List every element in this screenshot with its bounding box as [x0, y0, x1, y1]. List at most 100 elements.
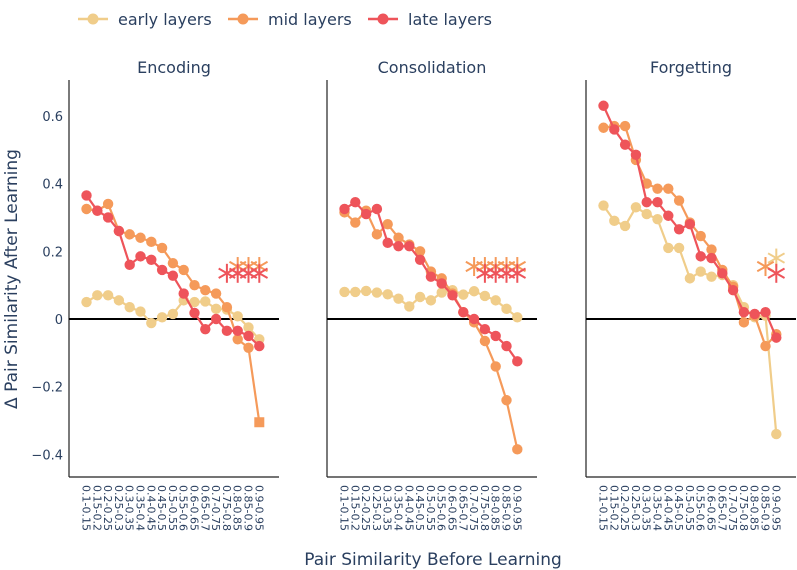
data-point — [360, 208, 372, 220]
data-point — [350, 217, 361, 228]
data-point — [360, 285, 372, 297]
x-tick-label: 0.15-0.2 — [90, 485, 103, 531]
x-tick-label: 0.55-0.6 — [694, 485, 707, 531]
data-point — [350, 197, 361, 208]
data-point — [738, 317, 750, 328]
data-point — [92, 205, 103, 216]
x-tick-label: 0.75-0.8 — [478, 485, 491, 531]
series-mid-layers — [339, 205, 523, 455]
x-tick-label: 0.75-0.8 — [737, 485, 750, 531]
data-point — [124, 229, 135, 240]
data-point — [436, 278, 447, 289]
data-point — [124, 301, 135, 313]
data-point — [727, 285, 739, 296]
data-point — [468, 313, 480, 325]
x-tick-label: 0.6-0.65 — [446, 485, 459, 531]
x-tick-label: 0.6-0.65 — [188, 485, 201, 531]
data-point — [479, 335, 491, 347]
data-point — [232, 334, 243, 345]
series-early-layers — [339, 285, 523, 323]
data-point — [490, 295, 501, 306]
panels: Encoding0.1-0.150.15-0.20.2-0.250.25-0.3… — [68, 58, 796, 531]
data-point — [382, 237, 393, 249]
x-tick-label: 0.35-0.4 — [651, 485, 664, 531]
data-point — [771, 428, 782, 440]
significance-marker — [218, 263, 236, 283]
data-point — [447, 290, 458, 301]
data-point — [156, 242, 168, 254]
data-point — [501, 340, 512, 352]
data-point — [598, 100, 609, 111]
data-point — [673, 195, 685, 206]
legend-item-early-layers: early layers — [78, 10, 212, 29]
y-axis-title: Δ Pair Similarity After Learning — [2, 149, 22, 409]
legend-marker — [377, 13, 389, 25]
panel-forgetting: Forgetting 0.1-0.150.15-0.20.2-0.250.25-0… — [585, 58, 796, 531]
data-point — [458, 289, 469, 300]
data-point — [393, 293, 404, 304]
data-point — [673, 224, 685, 235]
data-point — [200, 296, 211, 307]
y-tick-label: −0.4 — [31, 448, 63, 463]
data-point — [641, 197, 652, 208]
data-point — [210, 288, 222, 299]
data-point — [189, 296, 200, 308]
legend-item-mid-layers: mid layers — [228, 10, 352, 29]
y-axis: 0.6 0.4 0.2 0 −0.2 −0.4 — [31, 110, 63, 463]
data-point — [210, 313, 222, 325]
data-point — [81, 203, 92, 215]
significance-marker — [228, 263, 247, 283]
data-point — [382, 219, 393, 230]
data-point — [210, 303, 222, 315]
x-tick-label: 0.8-0.85 — [748, 485, 761, 531]
legend-item-late-layers: late layers — [368, 10, 492, 29]
legend-marker — [237, 13, 249, 25]
y-tick-label: 0 — [55, 313, 63, 328]
x-tick-label: 0.45-0.5 — [155, 485, 168, 531]
data-point — [167, 308, 179, 320]
significance-marker — [476, 263, 494, 283]
series-late-layers — [81, 190, 265, 352]
x-tick-label: 0.45-0.5 — [413, 485, 426, 531]
y-tick-label: −0.2 — [31, 381, 63, 396]
data-point — [663, 242, 674, 254]
data-point — [695, 251, 706, 262]
data-point — [102, 198, 114, 210]
x-tick-label: 0.2-0.25 — [101, 485, 114, 531]
data-point — [200, 323, 211, 335]
data-point — [512, 356, 523, 367]
data-point — [167, 257, 179, 269]
x-tick-label: 0.45-0.5 — [672, 485, 685, 531]
data-point — [404, 301, 415, 312]
data-point — [81, 190, 92, 201]
data-point — [393, 232, 404, 243]
data-point — [221, 301, 233, 313]
significance-marker — [497, 263, 516, 283]
data-point — [706, 252, 717, 264]
x-tick-label: 0.85-0.9 — [242, 485, 255, 531]
x-tick-label: 0.1-0.15 — [597, 485, 610, 531]
data-point — [479, 323, 491, 335]
data-point — [609, 124, 620, 135]
data-point — [382, 289, 393, 300]
data-point — [146, 254, 157, 265]
data-point — [167, 270, 179, 281]
data-point — [414, 254, 426, 265]
data-point — [393, 241, 404, 252]
data-point — [468, 286, 480, 297]
data-point — [178, 288, 189, 299]
data-point — [717, 268, 728, 279]
data-point — [81, 296, 92, 308]
x-tick-label: 0.7-0.75 — [467, 485, 480, 531]
data-point — [771, 332, 782, 343]
data-point — [630, 149, 642, 161]
panel-consolidation: Consolidation 0.1-0.150.15-0.20.2-0.250.2… — [326, 58, 537, 531]
data-point — [609, 215, 620, 227]
x-tick-label: 0.8-0.85 — [231, 485, 244, 531]
x-tick-label: 0.5-0.55 — [424, 485, 437, 531]
data-point — [425, 271, 437, 282]
x-tick-label: 0.25-0.3 — [629, 485, 642, 531]
x-tick-label: 0.25-0.3 — [112, 485, 125, 531]
x-tick-label: 0.3-0.35 — [381, 485, 394, 531]
data-point — [254, 417, 265, 428]
